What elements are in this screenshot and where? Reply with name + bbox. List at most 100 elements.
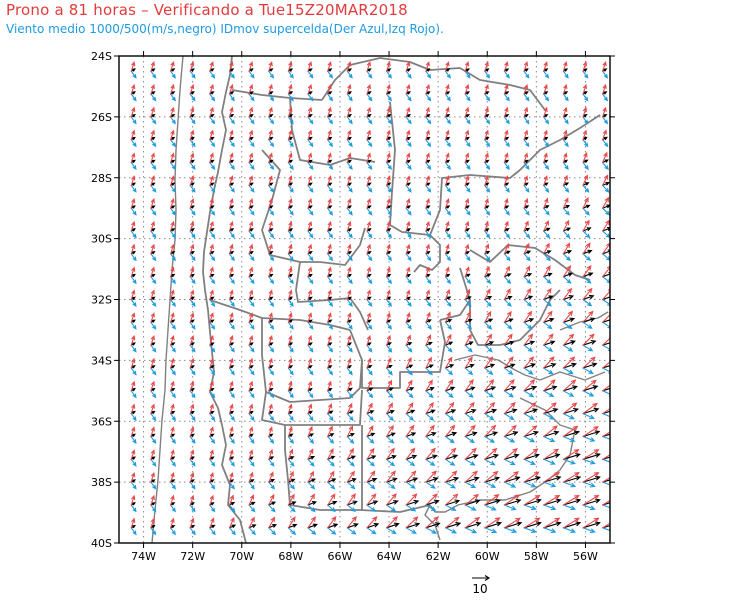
left-mover-vector <box>523 106 529 118</box>
right-mover-vector <box>366 321 373 330</box>
right-mover-vector <box>425 390 434 399</box>
right-mover-vector <box>425 435 435 444</box>
right-mover-vector <box>464 230 471 239</box>
mean-wind-vector <box>543 227 551 232</box>
left-mover-vector <box>307 198 313 209</box>
left-mover-vector <box>287 403 293 415</box>
left-mover-vector <box>562 425 579 438</box>
right-mover-vector <box>425 504 437 512</box>
left-mover-vector <box>484 517 501 529</box>
left-mover-vector <box>209 61 214 72</box>
left-mover-vector <box>287 357 293 369</box>
right-mover-vector <box>484 413 495 421</box>
right-mover-vector <box>287 390 294 399</box>
left-mover-vector <box>484 379 495 392</box>
right-mover-vector <box>523 527 537 533</box>
right-mover-vector <box>464 276 471 285</box>
right-mover-vector <box>287 298 294 308</box>
lat-tick-label: 24S <box>91 50 112 63</box>
left-mover-vector <box>268 61 273 72</box>
left-mover-vector <box>248 357 254 369</box>
left-mover-vector <box>209 357 214 369</box>
left-mover-vector <box>366 493 377 506</box>
right-mover-vector <box>543 139 550 148</box>
brazil-uruguay-border <box>439 114 601 346</box>
left-mover-vector <box>562 106 568 118</box>
mean-wind-vector <box>582 317 596 323</box>
mean-wind-vector <box>425 319 432 323</box>
left-mover-vector <box>405 266 411 278</box>
right-mover-vector <box>150 435 157 445</box>
right-mover-vector <box>484 527 498 534</box>
left-mover-vector <box>425 356 432 369</box>
left-mover-vector <box>386 220 391 232</box>
left-mover-vector <box>346 243 352 255</box>
right-mover-vector <box>444 93 451 102</box>
left-mover-vector <box>268 289 273 301</box>
right-mover-vector <box>130 298 137 308</box>
mean-wind-vector <box>562 362 577 369</box>
mean-wind-vector <box>582 159 589 164</box>
left-mover-vector <box>366 425 374 438</box>
right-mover-vector <box>503 344 513 353</box>
right-mover-vector <box>464 116 471 125</box>
left-mover-vector <box>484 356 494 369</box>
left-mover-vector <box>543 175 548 186</box>
left-mover-vector <box>346 289 352 301</box>
right-mover-vector <box>602 344 610 352</box>
left-mover-vector <box>366 61 371 72</box>
left-mover-vector <box>386 152 391 164</box>
right-mover-vector <box>503 413 515 421</box>
right-mover-vector <box>228 70 235 79</box>
left-mover-vector <box>248 403 254 415</box>
lon-tick-label: 64W <box>377 550 402 563</box>
right-mover-vector <box>327 367 334 376</box>
left-mover-vector <box>130 426 136 438</box>
right-mover-vector <box>209 161 216 171</box>
left-mover-vector <box>248 426 254 438</box>
mean-wind-vector <box>346 432 355 438</box>
right-mover-vector <box>130 481 137 490</box>
left-mover-vector <box>425 334 432 346</box>
right-mover-vector <box>582 321 593 329</box>
mean-wind-vector <box>484 341 495 346</box>
mean-wind-vector <box>366 387 374 392</box>
mean-wind-vector <box>602 502 610 506</box>
left-mover-vector <box>346 516 357 529</box>
right-mover-vector <box>130 207 137 216</box>
right-mover-vector <box>523 139 530 148</box>
mean-wind-vector <box>562 340 576 346</box>
left-mover-vector <box>405 129 411 141</box>
right-mover-vector <box>523 321 533 330</box>
mean-wind-vector <box>543 295 554 301</box>
mean-wind-vector <box>346 455 356 460</box>
mean-wind-vector <box>386 432 396 438</box>
left-mover-vector <box>268 175 273 186</box>
right-mover-vector <box>523 161 530 171</box>
right-mover-vector <box>307 139 314 148</box>
left-mover-vector <box>130 517 136 529</box>
right-mover-vector <box>582 413 595 420</box>
left-mover-vector <box>150 220 155 232</box>
left-mover-vector <box>582 333 595 346</box>
right-mover-vector <box>327 413 334 422</box>
left-mover-vector <box>523 175 529 186</box>
left-mover-vector <box>170 312 175 323</box>
right-mover-vector <box>189 70 196 79</box>
right-mover-vector <box>209 435 216 445</box>
right-mover-vector <box>268 527 277 536</box>
left-mover-vector <box>425 106 430 118</box>
left-mover-vector <box>150 517 155 529</box>
left-mover-vector <box>248 516 255 529</box>
right-mover-vector <box>366 390 374 399</box>
right-mover-vector <box>582 253 592 262</box>
left-mover-vector <box>228 220 234 232</box>
mean-wind-vector <box>405 454 418 460</box>
axis-ticks: 24S 26S 28S 30S 32S 34S 36S 38S 40S 74W 72W 70W 68W 6… <box>91 50 615 563</box>
left-mover-vector <box>562 310 574 323</box>
left-mover-vector <box>582 196 589 209</box>
left-mover-vector <box>248 380 254 392</box>
left-mover-vector <box>405 312 411 323</box>
left-mover-vector <box>386 379 393 392</box>
mean-wind-vector <box>582 407 600 415</box>
